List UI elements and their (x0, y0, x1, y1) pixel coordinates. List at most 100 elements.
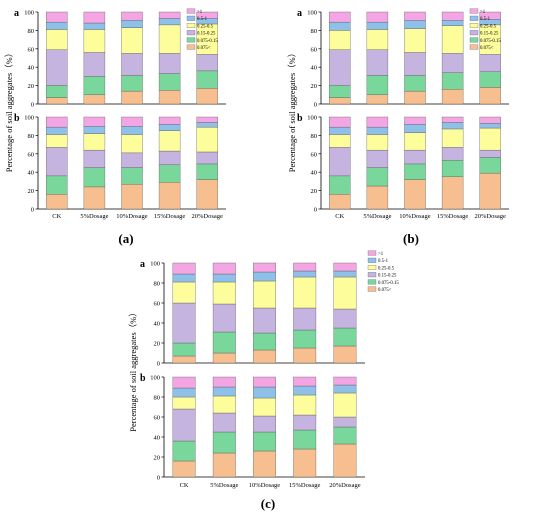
bar-segment (293, 307, 317, 331)
bar-segment (333, 327, 357, 347)
bar-segment (441, 176, 464, 210)
bar-segment (121, 134, 143, 154)
legend-swatch (186, 44, 196, 50)
bar-segment (121, 116, 143, 127)
legend: >1 0.5-1 0.25-0.5 0.15-0.25 0.075-0.15 0.075< (367, 250, 399, 293)
bar-segment (253, 271, 276, 282)
legend-swatch (186, 8, 196, 14)
legend-swatch (469, 8, 479, 14)
legend-swatch (186, 15, 196, 21)
bar-segment (172, 440, 196, 462)
bar-segment (196, 179, 218, 210)
y-tick-label: 60 (311, 46, 318, 53)
bar-segment (121, 183, 143, 210)
y-tick-label: 80 (154, 395, 161, 402)
y-tick-label: 0 (314, 102, 317, 109)
y-tick-label: 40 (28, 65, 35, 72)
y-tick-label: 20 (28, 83, 35, 90)
bar-segment (366, 94, 389, 105)
bar-segment (121, 126, 143, 135)
y-tick-label: 100 (150, 375, 160, 382)
bar-segment (366, 134, 389, 151)
bar-segment (293, 385, 317, 396)
panel-caption-a: (a) (118, 231, 133, 246)
x-tick-label: 20%Dosage (191, 213, 223, 220)
bar-segment (158, 124, 181, 131)
bar-segment (212, 273, 236, 283)
bar-segment (404, 149, 426, 165)
panel-caption-b: (b) (403, 231, 419, 246)
bar-segment (83, 133, 106, 151)
bar-segment (441, 53, 464, 73)
bar-segment (404, 132, 426, 151)
bar-segment (479, 54, 501, 72)
x-tick-label: 10%Dosage (399, 213, 431, 220)
legend-label: 0.25-0.5 (378, 266, 395, 271)
bar-segment (172, 460, 196, 478)
y-tick-label: 40 (154, 435, 161, 442)
y-tick-label: 100 (24, 10, 34, 17)
bar-segment (212, 331, 236, 354)
bar-segment (293, 448, 317, 478)
bar-segment (329, 30, 351, 50)
bar-segment (253, 450, 276, 478)
bar-segment (83, 116, 106, 127)
legend-swatch (186, 37, 196, 43)
bar-segment (212, 281, 236, 305)
bar-segment (329, 134, 351, 148)
bar-segment (366, 49, 389, 76)
bar-segment (253, 386, 276, 399)
bar-segment (158, 18, 181, 26)
bar-segment (196, 151, 218, 165)
legend-swatch (186, 23, 196, 28)
bar-segment (404, 11, 426, 21)
x-tick-label: 15%Dosage (289, 482, 321, 489)
bar-segment (329, 85, 351, 98)
legend-label: 0.25-0.5 (197, 24, 214, 29)
legend-swatch (367, 279, 377, 285)
bar-segment (196, 116, 218, 123)
bar-segment (196, 122, 218, 128)
bar-segment (172, 387, 196, 398)
bar-segment (196, 163, 218, 180)
y-tick-label: 100 (307, 10, 317, 17)
bar-segment (441, 116, 464, 123)
bar-segment (293, 347, 317, 364)
bar-segment (46, 21, 68, 30)
bar-segment (158, 90, 181, 105)
bar-segment (253, 332, 276, 351)
legend-swatch (367, 250, 377, 256)
bar-segment (158, 73, 181, 91)
bar-segment (441, 128, 464, 148)
bar-segment (158, 150, 181, 166)
legend-swatch (469, 37, 479, 43)
bar-segment (333, 416, 357, 428)
legend-label: 0.075-0.15 (197, 39, 218, 44)
y-tick-label: 40 (311, 170, 318, 177)
bar-segment (293, 394, 317, 416)
bar-segment (172, 355, 196, 364)
bar-segment (83, 167, 106, 188)
y-tick-label: 0 (157, 361, 160, 368)
legend-label: 0.075< (378, 288, 392, 293)
y-tick-label: 20 (28, 188, 35, 195)
legend-label: 0.5-1 (378, 259, 389, 264)
panel-caption-c: (c) (261, 496, 275, 511)
bar-segment (441, 72, 464, 90)
legend-label: 0.15-0.25 (480, 32, 499, 37)
bar-segment (196, 11, 218, 19)
bar-segment (46, 126, 68, 135)
x-tick-label: 20%Dosage (329, 482, 361, 489)
x-tick-label: 5%Dosage (80, 213, 108, 220)
bar-segment (158, 116, 181, 125)
y-tick-label: 40 (154, 321, 161, 328)
chart-c-b: 0 20 40 60 80 100 b CK 5%Dosage 10%Dosage 15%Dosag… (140, 373, 365, 489)
legend-label: 0.5-1 (480, 17, 491, 22)
bar-segment (366, 21, 389, 30)
y-tick-label: 100 (24, 115, 34, 122)
legend: >1 0.5-1 0.25-0.5 0.15-0.25 0.075-0.15 0.075< (469, 8, 501, 51)
bar-segment (333, 426, 357, 445)
sub-label-b: b (140, 373, 146, 384)
bar-segment (329, 49, 351, 86)
x-tick-label: 10%Dosage (249, 482, 281, 489)
